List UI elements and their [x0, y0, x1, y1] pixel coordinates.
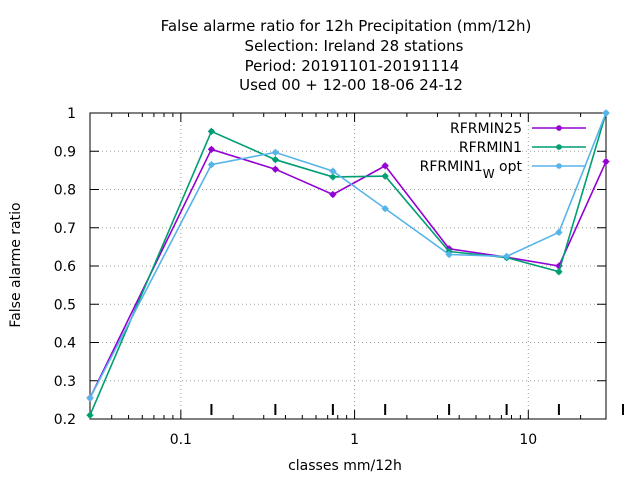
data-point [602, 158, 610, 166]
x-axis-label: classes mm/12h [288, 458, 402, 474]
series [86, 109, 610, 419]
data-point [503, 252, 511, 260]
y-tick-label: 0.5 [54, 297, 76, 313]
data-point [86, 411, 94, 419]
data-point [555, 268, 563, 276]
x-tick-label: 0.1 [170, 432, 192, 448]
data-point [207, 145, 215, 153]
data-point [381, 172, 389, 180]
data-point [602, 109, 610, 117]
x-tick-label: 10 [519, 432, 537, 448]
y-tick-label: 0.2 [54, 412, 76, 428]
y-tick-label: 0.6 [54, 259, 76, 275]
data-point [381, 162, 389, 170]
title-line-2: Selection: Ireland 28 stations [245, 37, 464, 55]
title-line-4: Used 00 + 12-00 18-06 24-12 [239, 76, 463, 94]
y-tick-label: 0.4 [54, 336, 76, 352]
data-point [271, 148, 279, 156]
data-point [445, 251, 453, 259]
legend-marker-1 [556, 125, 562, 131]
data-point [271, 165, 279, 173]
y-axis-label: False alarme ratio [8, 202, 24, 327]
data-point [329, 190, 337, 198]
legend-label-3: RFRMIN1W opt [420, 159, 523, 181]
y-tick-label: 0.8 [54, 183, 76, 199]
y-tick-label: 1 [67, 106, 76, 122]
legend-label-1: RFRMIN25 [450, 121, 522, 137]
legend-marker-2 [556, 144, 562, 150]
series-line-3 [89, 112, 607, 399]
chart-title: False alarme ratio for 12h Precipitation… [161, 17, 532, 94]
legend-label-2: RFRMIN1 [459, 140, 522, 156]
legend: RFRMIN25 RFRMIN1 RFRMIN1W opt [420, 121, 586, 181]
y-tick-label: 0.9 [54, 144, 76, 160]
axes: 0.2 0.3 0.4 0.5 0.6 0.7 0.8 0.9 1 0.1 1 10 [54, 106, 624, 448]
data-point [271, 156, 279, 164]
data-point [329, 167, 337, 175]
data-point [555, 228, 563, 236]
data-point [86, 394, 94, 402]
title-line-3: Period: 20191101-20191114 [245, 57, 460, 75]
data-point [207, 161, 215, 169]
legend-label-suffix: opt [495, 159, 523, 175]
legend-label-subscript: W [483, 167, 495, 181]
x-tick-label: 1 [350, 432, 359, 448]
title-line-1: False alarme ratio for 12h Precipitation… [161, 17, 532, 35]
y-tick-label: 0.3 [54, 374, 76, 390]
grid [90, 113, 606, 419]
y-tick-label: 0.7 [54, 221, 76, 237]
data-point [207, 127, 215, 135]
data-point [381, 205, 389, 213]
legend-marker-3 [556, 163, 562, 169]
